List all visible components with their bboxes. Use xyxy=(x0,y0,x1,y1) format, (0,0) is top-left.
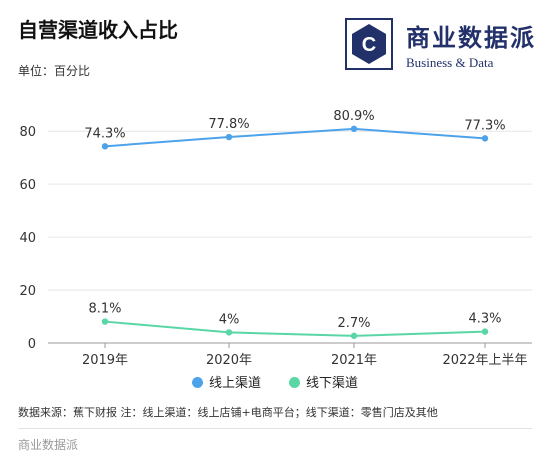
logo-english-text: Business & Data xyxy=(406,55,494,70)
data-point xyxy=(225,329,233,336)
source-note: 数据来源：蕉下财报 注：线上渠道：线上店铺+电商平台；线下渠道：零售门店及其他 xyxy=(18,406,438,419)
chart-title: 自营渠道收入占比 xyxy=(18,18,178,42)
y-tick-label: 80 xyxy=(19,125,36,140)
series-line-offline xyxy=(104,320,486,337)
data-label: 8.1% xyxy=(88,302,121,317)
data-label: 74.3% xyxy=(84,126,125,141)
footer-divider xyxy=(18,428,532,429)
data-label: 4% xyxy=(219,312,240,327)
y-axis: 0 20 40 60 80 xyxy=(19,125,36,352)
logo-chinese-text: 商业数据派 xyxy=(406,23,536,52)
data-point xyxy=(225,133,233,141)
unit-label: 单位：百分比 xyxy=(18,64,91,78)
data-point xyxy=(481,135,489,142)
brand-logo: C 商业数据派 Business & Data xyxy=(344,14,544,74)
grid-lines xyxy=(48,130,532,344)
data-label: 2.7% xyxy=(337,316,370,331)
x-axis: 2019年 2020年 2021年 2022年上半年 xyxy=(82,343,528,368)
series-line-online xyxy=(104,127,486,148)
data-label: 77.3% xyxy=(464,118,505,133)
legend-item-online: 线上渠道 xyxy=(191,372,261,391)
legend: 线上渠道 线下渠道 xyxy=(0,372,550,391)
data-point xyxy=(350,332,358,340)
footer-brand: 商业数据派 xyxy=(18,438,79,452)
y-tick-label: 40 xyxy=(19,231,36,246)
y-tick-label: 60 xyxy=(19,178,36,193)
hexagon-c-logo-icon: C xyxy=(345,18,393,70)
data-point xyxy=(481,328,489,335)
legend-dot-icon xyxy=(289,377,300,388)
data-point xyxy=(101,143,109,150)
data-point xyxy=(101,318,109,325)
legend-label: 线下渠道 xyxy=(306,376,359,391)
data-label: 4.3% xyxy=(468,312,501,327)
series-group: 74.3% 77.8% 80.9% 77.3% 8.1% 4% 2.7% 4.3% xyxy=(84,109,506,340)
data-label: 80.9% xyxy=(333,109,374,124)
x-tick-label: 2020年 xyxy=(206,353,252,368)
x-tick-label: 2021年 xyxy=(331,353,377,368)
legend-label: 线上渠道 xyxy=(208,376,261,391)
data-point xyxy=(350,125,358,133)
y-tick-label: 0 xyxy=(28,337,36,352)
svg-text:C: C xyxy=(362,34,376,56)
data-label: 77.8% xyxy=(208,117,249,132)
y-tick-label: 20 xyxy=(19,284,36,299)
legend-item-offline: 线下渠道 xyxy=(289,372,358,391)
x-tick-label: 2022年上半年 xyxy=(442,353,527,368)
legend-dot-icon xyxy=(191,377,203,388)
x-tick-label: 2019年 xyxy=(82,353,128,368)
